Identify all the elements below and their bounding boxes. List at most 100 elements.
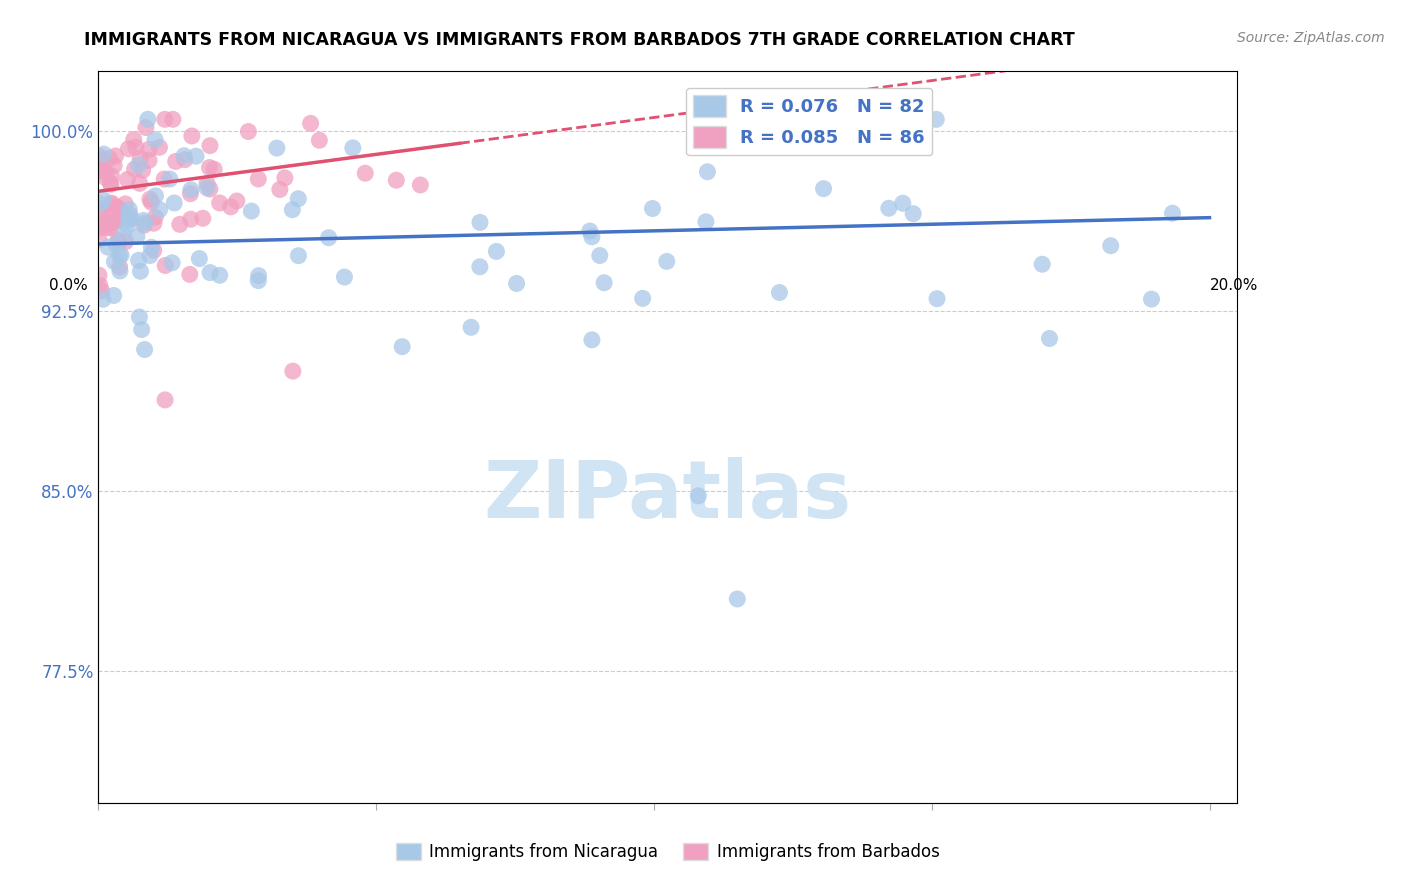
Legend: Immigrants from Nicaragua, Immigrants from Barbados: Immigrants from Nicaragua, Immigrants fr… <box>389 836 946 868</box>
Point <box>94 164 117 178</box>
Point <box>141 195 163 210</box>
Point <box>145 189 167 203</box>
Point <box>238 124 260 138</box>
Point <box>195 177 218 191</box>
Point <box>153 392 176 407</box>
Point <box>117 219 139 233</box>
Point <box>136 112 159 127</box>
Point <box>90 153 112 167</box>
Point <box>180 128 202 143</box>
Point <box>100 206 122 220</box>
Point <box>94 170 117 185</box>
Point <box>141 240 163 254</box>
Point <box>391 340 413 354</box>
Point <box>153 112 176 127</box>
Point <box>725 591 748 606</box>
Point <box>165 154 187 169</box>
Point <box>696 165 718 179</box>
Point <box>98 152 121 166</box>
Point <box>128 158 150 172</box>
Point <box>93 147 115 161</box>
Point <box>198 138 221 153</box>
Point <box>155 259 177 273</box>
Point <box>89 197 111 211</box>
Point <box>129 151 152 165</box>
Point <box>108 212 131 227</box>
Point <box>149 202 172 217</box>
Point <box>240 204 263 219</box>
Point <box>148 140 170 154</box>
Point <box>138 142 160 156</box>
Point <box>891 196 914 211</box>
Point <box>1161 206 1184 220</box>
Point <box>163 196 186 211</box>
Point <box>89 202 111 217</box>
Point <box>184 149 207 163</box>
Point <box>100 177 122 191</box>
Point <box>631 291 654 305</box>
Point <box>103 288 125 302</box>
Point <box>162 112 184 127</box>
Point <box>318 230 340 244</box>
Point <box>354 166 377 180</box>
Point <box>104 214 127 228</box>
Point <box>108 248 131 262</box>
Point <box>120 211 142 226</box>
Point <box>143 210 166 224</box>
Point <box>579 224 602 238</box>
Point <box>118 212 141 227</box>
Point <box>219 200 242 214</box>
Point <box>103 254 125 268</box>
Text: IMMIGRANTS FROM NICARAGUA VS IMMIGRANTS FROM BARBADOS 7TH GRADE CORRELATION CHAR: IMMIGRANTS FROM NICARAGUA VS IMMIGRANTS … <box>84 31 1076 49</box>
Point <box>87 268 110 282</box>
Point <box>120 209 142 223</box>
Point <box>173 149 195 163</box>
Point <box>87 149 110 163</box>
Point <box>89 278 111 293</box>
Point <box>128 310 150 324</box>
Point <box>641 202 664 216</box>
Point <box>208 268 231 283</box>
Point <box>90 162 112 177</box>
Text: Source: ZipAtlas.com: Source: ZipAtlas.com <box>1237 31 1385 45</box>
Point <box>266 141 288 155</box>
Point <box>688 489 710 503</box>
Point <box>768 285 790 300</box>
Point <box>128 177 150 191</box>
Point <box>107 233 129 247</box>
Point <box>281 202 304 217</box>
Point <box>87 233 110 247</box>
Point <box>1140 292 1163 306</box>
Point <box>1031 257 1053 271</box>
Point <box>247 172 270 186</box>
Text: ZIPatlas: ZIPatlas <box>484 457 852 534</box>
Point <box>342 141 364 155</box>
Point <box>110 248 132 262</box>
Point <box>269 182 291 196</box>
Point <box>90 284 112 298</box>
Point <box>409 178 432 192</box>
Point <box>131 163 153 178</box>
Point <box>287 249 309 263</box>
Text: 0.0%: 0.0% <box>49 277 87 293</box>
Point <box>925 292 948 306</box>
Point <box>90 217 112 231</box>
Point <box>160 256 183 270</box>
Point <box>1038 331 1060 345</box>
Point <box>107 235 129 249</box>
Point <box>132 213 155 227</box>
Point <box>125 229 148 244</box>
Point <box>695 215 717 229</box>
Point <box>110 203 132 218</box>
Point <box>100 196 122 211</box>
Point <box>105 200 128 214</box>
Point <box>581 333 603 347</box>
Point <box>112 227 135 241</box>
Point <box>333 270 356 285</box>
Point <box>104 237 127 252</box>
Point <box>100 177 122 191</box>
Point <box>208 196 231 211</box>
Point <box>143 133 166 147</box>
Point <box>101 216 124 230</box>
Point <box>202 162 225 177</box>
